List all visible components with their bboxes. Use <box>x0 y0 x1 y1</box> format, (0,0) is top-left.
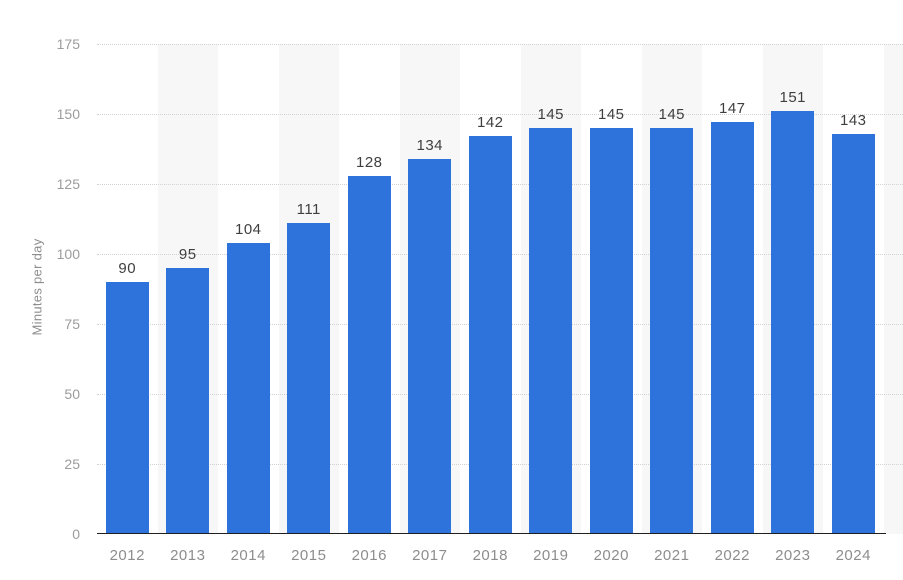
bar-2016[interactable] <box>347 175 391 534</box>
x-axis-label-2013: 2013 <box>170 547 206 564</box>
value-label-2017: 134 <box>416 136 444 154</box>
plot-band <box>883 44 903 534</box>
bar-2019[interactable] <box>529 128 573 534</box>
bar-2015[interactable] <box>287 223 331 534</box>
value-label-2016: 128 <box>355 153 383 171</box>
gridline <box>97 44 903 45</box>
value-label-2013: 95 <box>178 246 197 263</box>
bar-2024[interactable] <box>831 133 875 534</box>
x-axis-label-2018: 2018 <box>472 547 508 564</box>
y-tick-label: 0 <box>72 526 80 542</box>
x-axis-label-2017: 2017 <box>412 547 448 564</box>
bar-2012[interactable] <box>105 282 149 534</box>
value-label-2023: 151 <box>779 89 807 107</box>
bar-2020[interactable] <box>589 128 633 534</box>
x-axis-label-2019: 2019 <box>533 547 569 564</box>
y-tick-label: 75 <box>64 316 80 332</box>
value-label-2018: 142 <box>476 114 504 132</box>
bar-2014[interactable] <box>226 242 270 534</box>
x-axis-label-2012: 2012 <box>109 547 145 564</box>
bar-2013[interactable] <box>166 268 210 534</box>
value-label-2024: 143 <box>839 111 867 129</box>
y-tick-label: 175 <box>56 36 80 52</box>
plot-area: 90 95 104 111 128 134 142 145 145 145 147 151 143 <box>97 44 903 534</box>
bar-2018[interactable] <box>468 136 512 534</box>
y-tick-label: 100 <box>56 246 80 262</box>
x-axis-label-2016: 2016 <box>351 547 387 564</box>
value-label-2015: 111 <box>296 201 321 219</box>
value-label-2012: 90 <box>118 260 137 277</box>
y-tick-label: 150 <box>56 106 80 122</box>
value-label-2020: 145 <box>597 106 625 123</box>
x-axis-label-2021: 2021 <box>654 547 690 564</box>
x-axis-line <box>97 533 886 534</box>
value-label-2019: 145 <box>537 106 565 123</box>
bar-2022[interactable] <box>710 122 754 534</box>
gridline <box>97 114 903 115</box>
y-tick-label: 50 <box>64 386 80 402</box>
value-label-2014: 104 <box>234 220 262 238</box>
x-axis-label-2024: 2024 <box>835 547 871 564</box>
value-label-2021: 145 <box>658 106 686 123</box>
x-axis-label-2014: 2014 <box>230 547 266 564</box>
value-label-2022: 147 <box>718 100 746 118</box>
bar-2017[interactable] <box>408 158 452 534</box>
x-axis-label-2015: 2015 <box>291 547 327 564</box>
x-axis-label-2020: 2020 <box>593 547 629 564</box>
y-tick-label: 125 <box>56 176 80 192</box>
bar-2023[interactable] <box>771 111 815 534</box>
y-tick-label: 25 <box>64 456 80 472</box>
bar-2021[interactable] <box>650 128 694 534</box>
x-axis-label-2023: 2023 <box>775 547 811 564</box>
x-axis-label-2022: 2022 <box>714 547 750 564</box>
